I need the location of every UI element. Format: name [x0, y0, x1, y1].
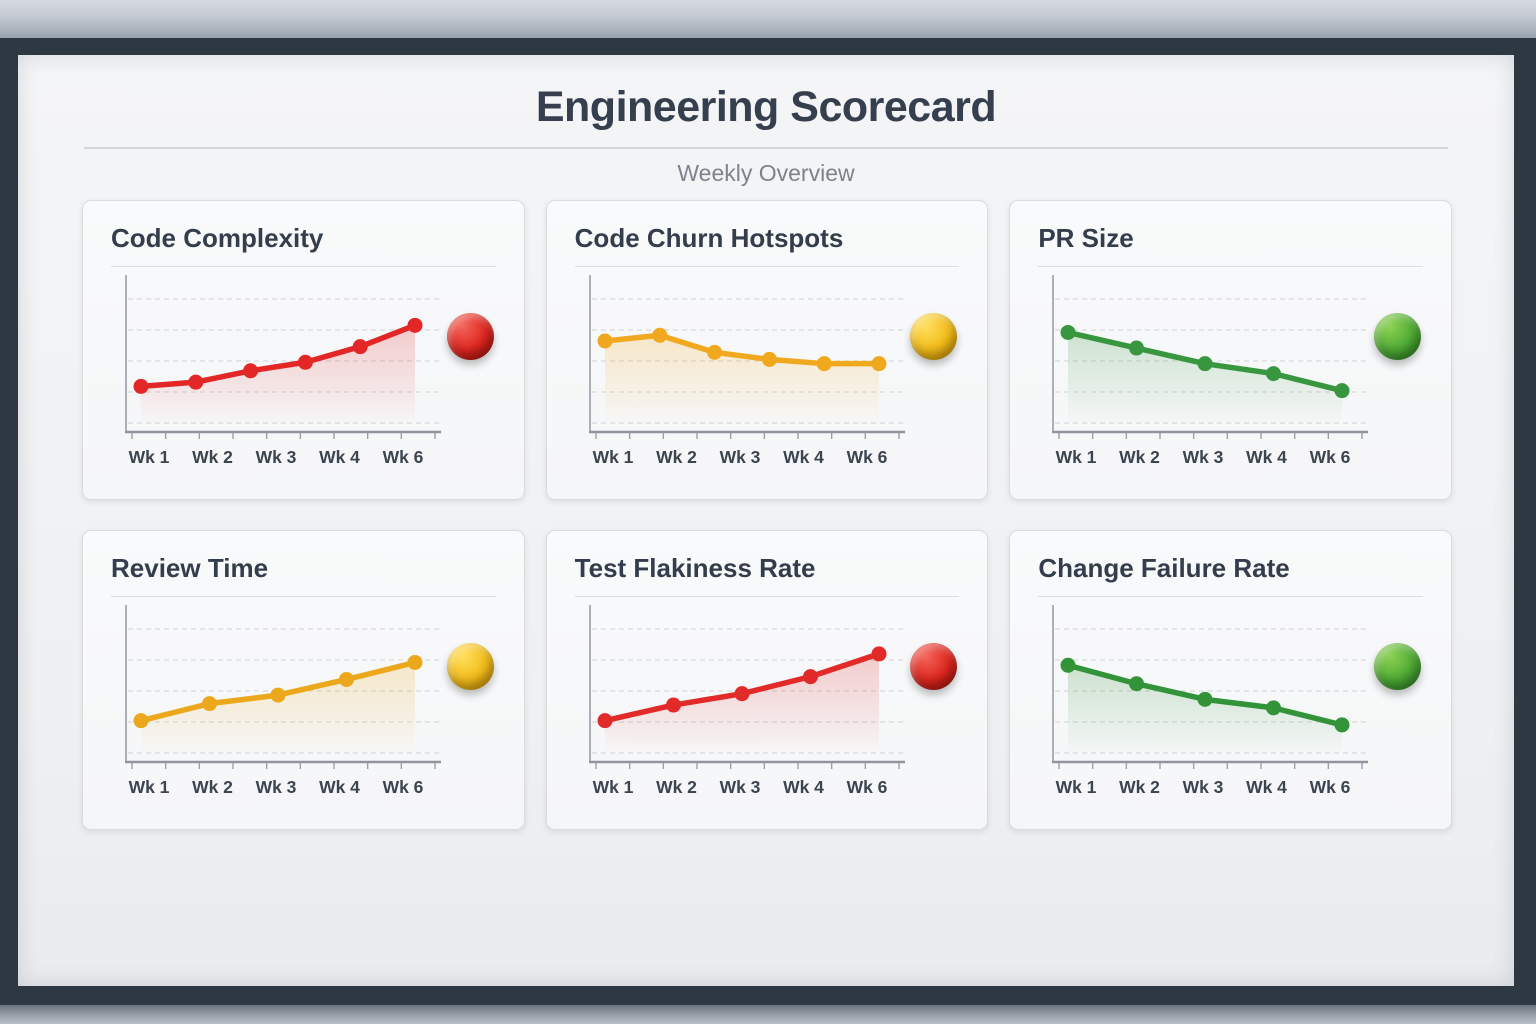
svg-text:Wk 3: Wk 3: [719, 777, 760, 797]
status-indicator-red: [446, 313, 494, 360]
line-chart: Wk 1 Wk 2 Wk 3 Wk 4 Wk 6: [1052, 605, 1369, 797]
card-code-complexity: Code Complexity Wk 1 Wk 2 Wk 3 Wk 4 Wk 6: [82, 200, 525, 500]
header-divider: [84, 147, 1448, 149]
card-title: Code Complexity: [111, 223, 324, 253]
line-chart: Wk 1 Wk 2 Wk 3 Wk 4 Wk 6: [588, 605, 905, 797]
svg-text:Wk 3: Wk 3: [256, 447, 297, 467]
bezel-top-strip: [0, 0, 1536, 38]
svg-text:Wk 3: Wk 3: [1183, 447, 1224, 467]
card-title-divider: [111, 596, 496, 597]
card-pr-size: PR Size Wk 1 Wk 2 Wk 3 Wk 4 Wk 6: [1009, 200, 1452, 500]
card-title: Review Time: [111, 553, 269, 583]
svg-text:Wk 1: Wk 1: [129, 447, 170, 467]
svg-text:Wk 2: Wk 2: [656, 777, 697, 797]
svg-text:Wk 3: Wk 3: [256, 777, 297, 797]
svg-text:Wk 2: Wk 2: [1119, 777, 1160, 797]
svg-text:Wk 6: Wk 6: [1310, 777, 1351, 797]
metric-card-grid: Code Complexity Wk 1 Wk 2 Wk 3 Wk 4 Wk 6 Cod…: [82, 200, 1452, 830]
svg-text:Wk 4: Wk 4: [319, 447, 360, 467]
dashboard-header: Engineering Scorecard Weekly Overview: [18, 55, 1514, 187]
status-indicator-red: [910, 643, 958, 690]
card-change-failure-rate: Change Failure Rate Wk 1 Wk 2 Wk 3 Wk 4 Wk 6: [1009, 530, 1452, 830]
status-indicator-green: [1373, 313, 1421, 360]
page-title: Engineering Scorecard: [535, 83, 997, 131]
line-chart: Wk 1 Wk 2 Wk 3 Wk 4 Wk 6: [125, 275, 441, 467]
svg-text:Wk 4: Wk 4: [783, 447, 824, 467]
card-title-divider: [574, 266, 960, 267]
svg-text:Wk 3: Wk 3: [1183, 777, 1224, 797]
svg-text:Wk 1: Wk 1: [1056, 777, 1097, 797]
svg-text:Wk 2: Wk 2: [1119, 447, 1160, 467]
bezel-bottom-strip: [0, 1005, 1536, 1024]
line-chart: Wk 1 Wk 2 Wk 3 Wk 4 Wk 6: [1052, 275, 1369, 467]
svg-text:Wk 6: Wk 6: [846, 447, 887, 467]
svg-text:Wk 3: Wk 3: [719, 447, 760, 467]
card-title-divider: [1038, 596, 1423, 597]
card-review-time: Review Time Wk 1 Wk 2 Wk 3 Wk 4 Wk 6: [82, 530, 525, 830]
svg-text:Wk 4: Wk 4: [783, 777, 824, 797]
svg-text:Wk 6: Wk 6: [383, 777, 424, 797]
svg-text:Wk 1: Wk 1: [592, 777, 633, 797]
svg-text:Wk 4: Wk 4: [1246, 777, 1287, 797]
svg-text:Wk 4: Wk 4: [319, 777, 360, 797]
status-indicator-yellow: [446, 643, 494, 690]
svg-text:Wk 1: Wk 1: [1056, 447, 1097, 467]
svg-text:Wk 4: Wk 4: [1246, 447, 1287, 467]
svg-text:Wk 1: Wk 1: [592, 447, 633, 467]
line-chart: Wk 1 Wk 2 Wk 3 Wk 4 Wk 6: [588, 275, 905, 467]
svg-text:Wk 6: Wk 6: [383, 447, 424, 467]
card-title: Code Churn Hotspots: [574, 223, 844, 253]
card-test-flakiness-rate: Test Flakiness Rate Wk 1 Wk 2 Wk 3 Wk 4 Wk 6: [545, 530, 989, 830]
page-subtitle: Weekly Overview: [677, 160, 855, 186]
svg-text:Wk 2: Wk 2: [192, 447, 233, 467]
card-code-churn-hotspots: Code Churn Hotspots Wk 1 Wk 2 Wk 3 Wk 4 Wk 6: [545, 200, 989, 500]
card-title-divider: [1038, 266, 1423, 267]
svg-text:Wk 6: Wk 6: [1310, 447, 1351, 467]
card-title-divider: [111, 266, 496, 267]
svg-text:Wk 2: Wk 2: [656, 447, 697, 467]
dashboard-screen: Engineering Scorecard Weekly Overview Co…: [18, 55, 1514, 986]
status-indicator-yellow: [910, 313, 958, 360]
card-title: Test Flakiness Rate: [574, 553, 816, 583]
card-title: Change Failure Rate: [1038, 553, 1290, 583]
status-indicator-green: [1373, 643, 1421, 690]
line-chart: Wk 1 Wk 2 Wk 3 Wk 4 Wk 6: [125, 605, 441, 797]
card-title: PR Size: [1038, 223, 1134, 253]
svg-text:Wk 6: Wk 6: [846, 777, 887, 797]
svg-text:Wk 2: Wk 2: [192, 777, 233, 797]
svg-text:Wk 1: Wk 1: [129, 777, 170, 797]
card-title-divider: [574, 596, 960, 597]
